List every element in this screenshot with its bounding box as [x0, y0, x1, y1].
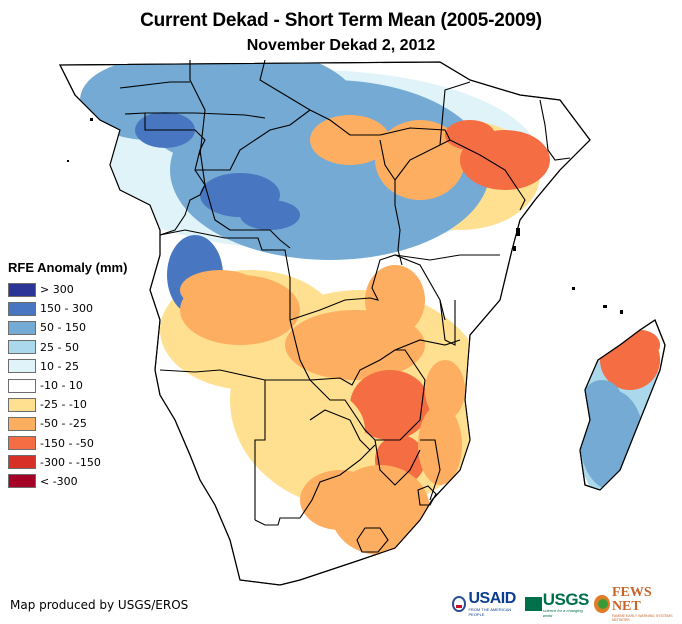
legend-label: 50 - 150	[40, 321, 86, 335]
legend-item: 150 - 300	[8, 299, 127, 318]
legend-label: 25 - 50	[40, 340, 79, 354]
usaid-logo: USAID FROM THE AMERICAN PEOPLE	[452, 591, 521, 617]
legend-label: -10 - 10	[40, 379, 83, 393]
legend-swatch	[8, 340, 36, 355]
legend-item: -25 - -10	[8, 395, 127, 414]
anomaly-area	[620, 330, 660, 360]
legend-item: -150 - -50	[8, 434, 127, 453]
legend-item: -10 - 10	[8, 376, 127, 395]
legend-title: RFE Anomaly (mm)	[8, 260, 128, 275]
legend-item: 10 - 25	[8, 357, 127, 376]
legend-label: -50 - -25	[40, 417, 87, 431]
fewsnet-logo: FEWS NET FAMINE EARLY WARNING SYSTEMS NE…	[594, 586, 682, 622]
anomaly-area	[350, 370, 430, 440]
anomaly-area	[375, 120, 465, 200]
legend-swatch	[8, 416, 36, 431]
legend-item: 50 - 150	[8, 318, 127, 337]
legend-label: -25 - -10	[40, 398, 87, 412]
legend-swatch	[8, 282, 36, 297]
legend-swatch	[8, 455, 36, 470]
legend-label: < -300	[40, 474, 78, 488]
legend-swatch	[8, 378, 36, 393]
legend-label: -300 - -150	[40, 455, 101, 469]
anomaly-layer	[80, 62, 550, 565]
anomaly-area	[240, 380, 320, 420]
partner-logos: USAID FROM THE AMERICAN PEOPLE USGS scie…	[452, 586, 682, 622]
legend-swatch	[8, 301, 36, 316]
legend-swatch	[8, 359, 36, 374]
usgs-wave-icon	[524, 597, 542, 611]
anomaly-map	[59, 59, 666, 586]
usaid-seal-icon	[452, 596, 467, 612]
anomaly-area	[300, 470, 380, 530]
map-title: Current Dekad - Short Term Mean (2005-20…	[140, 10, 542, 31]
legend-label: > 300	[40, 283, 74, 297]
islands	[67, 118, 623, 314]
legend-swatch	[8, 474, 36, 489]
legend-label: 150 - 300	[40, 302, 93, 316]
anomaly-area	[310, 115, 390, 165]
map-subtitle: November Dekad 2, 2012	[246, 37, 436, 54]
legend-item: -300 - -150	[8, 453, 127, 472]
legend-swatch	[8, 397, 36, 412]
anomaly-area	[180, 270, 260, 310]
legend: RFE Anomaly (mm) > 300 150 - 300 50 - 150 2…	[8, 260, 127, 491]
legend-swatch	[8, 436, 36, 451]
globe-icon	[594, 595, 610, 613]
legend-swatch	[8, 320, 36, 335]
legend-label: 10 - 25	[40, 359, 79, 373]
legend-item: -50 - -25	[8, 414, 127, 433]
anomaly-area	[445, 120, 495, 150]
usgs-logo: USGS science for a changing world	[524, 591, 590, 618]
map-credit: Map produced by USGS/EROS	[10, 598, 189, 612]
madagascar-anomaly-layer	[580, 330, 665, 490]
legend-item: > 300	[8, 280, 127, 299]
legend-label: -150 - -50	[40, 436, 94, 450]
anomaly-area	[240, 525, 320, 565]
anomaly-area	[240, 200, 300, 230]
anomaly-area	[425, 360, 465, 420]
legend-item: 25 - 50	[8, 338, 127, 357]
country-borders	[59, 59, 591, 586]
anomaly-area	[365, 265, 425, 335]
anomaly-area	[418, 405, 462, 485]
legend-item: < -300	[8, 472, 127, 491]
anomaly-area	[582, 380, 622, 420]
